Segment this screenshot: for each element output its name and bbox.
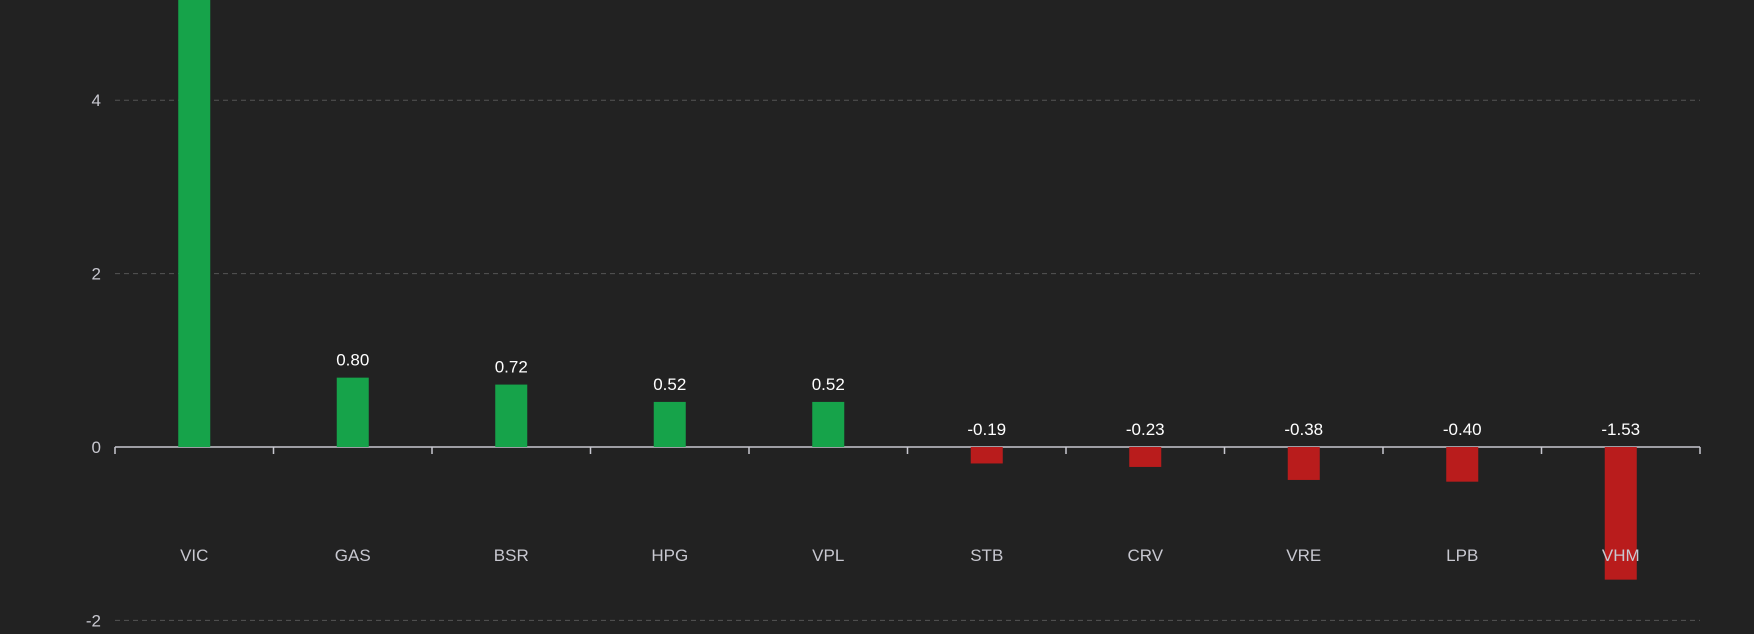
x-tick-label-hpg: HPG	[651, 546, 688, 565]
bar-vic[interactable]	[178, 0, 211, 448]
y-tick-label: 2	[92, 265, 101, 284]
x-tick-label-bsr: BSR	[494, 546, 529, 565]
y-axis-ticks: -202468	[86, 91, 101, 630]
data-label-vpl: 0.52	[812, 375, 845, 394]
data-label-stb: -0.19	[967, 420, 1006, 439]
bar-vre[interactable]	[1287, 447, 1320, 480]
bar-stb[interactable]	[970, 447, 1003, 464]
data-label-vre: -0.38	[1284, 420, 1323, 439]
bars	[178, 0, 1637, 580]
x-tick-label-vhm: VHM	[1602, 546, 1640, 565]
x-tick-label-gas: GAS	[335, 546, 371, 565]
x-tick-label-vre: VRE	[1286, 546, 1321, 565]
grid-lines	[115, 99, 1700, 621]
x-tick-label-stb: STB	[970, 546, 1003, 565]
bar-crv[interactable]	[1129, 447, 1162, 467]
bar-gas[interactable]	[336, 377, 369, 447]
data-label-bsr: 0.72	[495, 358, 528, 377]
data-label-hpg: 0.52	[653, 375, 686, 394]
y-tick-label: 4	[92, 91, 101, 110]
data-label-lpb: -0.40	[1443, 420, 1482, 439]
y-tick-label: -2	[86, 611, 101, 630]
bar-lpb[interactable]	[1446, 447, 1479, 482]
bar-vhm[interactable]	[1604, 447, 1637, 580]
data-label-gas: 0.80	[336, 351, 369, 370]
x-tick-label-crv: CRV	[1127, 546, 1163, 565]
x-tick-label-vpl: VPL	[812, 546, 844, 565]
x-tick-label-lpb: LPB	[1446, 546, 1478, 565]
data-label-crv: -0.23	[1126, 420, 1165, 439]
bar-vpl[interactable]	[812, 401, 845, 447]
x-tick-label-vic: VIC	[180, 546, 208, 565]
data-labels: 7.380.800.720.520.52-0.19-0.23-0.38-0.40…	[336, 351, 1640, 439]
x-axis-ticks: VIC GAS BSR HPG VPL STB CRV VRE LPB VHM	[180, 546, 1640, 565]
data-label-vhm: -1.53	[1601, 420, 1640, 439]
y-tick-label: 0	[92, 438, 101, 457]
x-axis	[114, 446, 1701, 454]
bar-bsr[interactable]	[495, 384, 528, 447]
bar-hpg[interactable]	[653, 401, 686, 447]
